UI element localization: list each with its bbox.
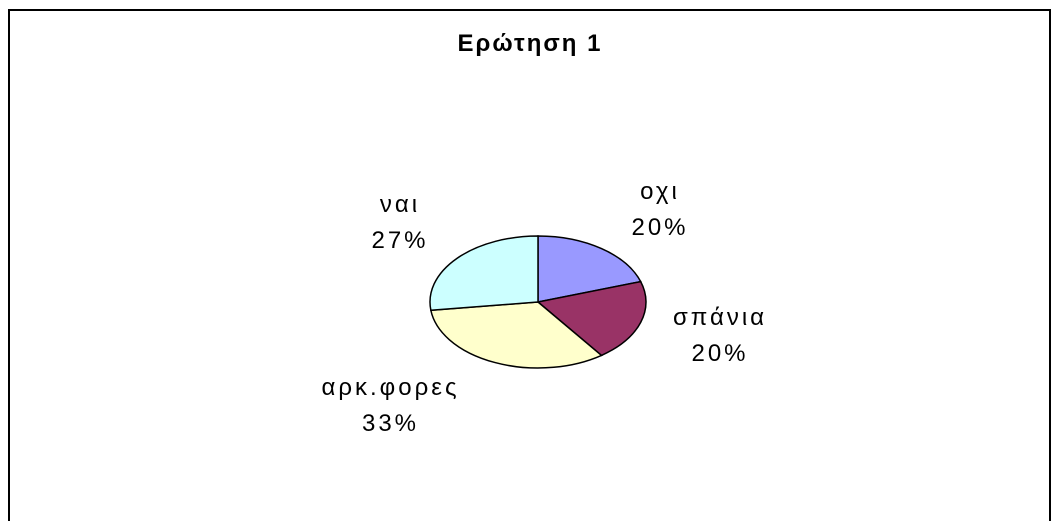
category-label: αρκ.φορες xyxy=(321,374,460,401)
value-label: 20% xyxy=(631,214,689,241)
slice-label: σπάνια 20% xyxy=(640,300,800,372)
category-label: σπάνια xyxy=(672,304,768,331)
slice-label: ναι 27% xyxy=(340,187,460,259)
category-label: οχι xyxy=(640,178,680,205)
pie-slice xyxy=(429,301,603,369)
value-label: 20% xyxy=(691,340,749,367)
slice-label: οχι 20% xyxy=(600,174,720,246)
pie-slice xyxy=(537,235,642,303)
pie-slice xyxy=(429,235,539,312)
value-label: 27% xyxy=(371,227,429,254)
value-label: 33% xyxy=(361,410,420,437)
category-label: ναι xyxy=(379,191,421,218)
chart-title: Ερώτηση 1 xyxy=(457,30,603,57)
slice-label: αρκ.φορες 33% xyxy=(288,370,493,442)
chart-frame xyxy=(8,9,1051,521)
pie-slice xyxy=(536,280,647,357)
